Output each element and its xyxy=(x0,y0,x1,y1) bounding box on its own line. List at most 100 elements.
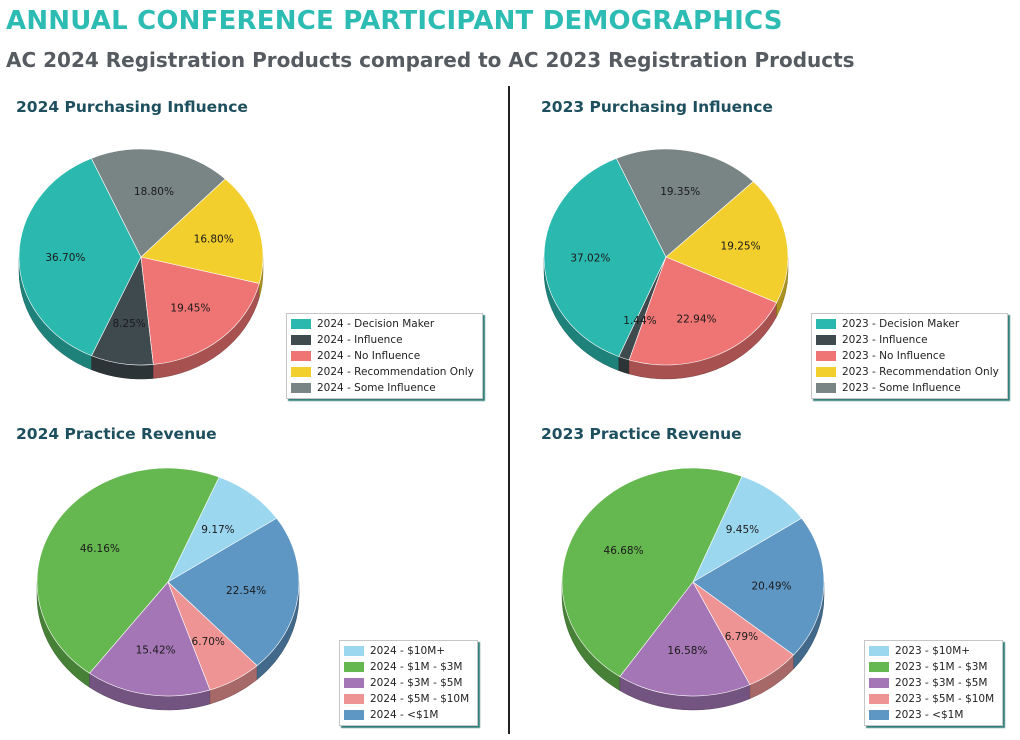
data-label-2024-no-influence: 19.45% xyxy=(170,303,210,315)
pie-chart: 37.02% 1.44% 22.94% 19.25% 19.35% xyxy=(543,148,789,380)
legend-label: 2024 - $1M - $3M xyxy=(370,661,463,673)
legend-label: 2024 - No Influence xyxy=(317,350,421,362)
legend-swatch xyxy=(869,678,889,688)
panel-divider xyxy=(508,86,510,734)
page-title: ANNUAL CONFERENCE PARTICIPANT DEMOGRAPHI… xyxy=(6,6,783,36)
legend-swatch xyxy=(816,335,836,345)
legend-swatch xyxy=(291,367,311,377)
chart-title: 2023 Purchasing Influence xyxy=(541,98,773,116)
legend-item-2023-no-influence: 2023 - No Influence xyxy=(816,348,999,364)
chart-2023-practice-revenue: 2023 Practice Revenue 9.45% 46.68% 16.58% 6… xyxy=(531,415,1020,740)
legend-swatch xyxy=(869,662,889,672)
legend-item-2024-10m: 2024 - $10M+ xyxy=(344,643,469,659)
chart-title: 2023 Practice Revenue xyxy=(541,425,742,443)
legend-label: 2023 - $3M - $5M xyxy=(895,677,988,689)
data-label-2023-influence: 1.44% xyxy=(623,315,656,327)
legend-item-2023-influence: 2023 - Influence xyxy=(816,332,999,348)
pie-slice-2023-some-influence xyxy=(616,148,754,258)
legend-label: 2024 - Recommendation Only xyxy=(317,366,474,378)
legend-label: 2024 - <$1M xyxy=(370,709,439,721)
pie-slices xyxy=(36,467,300,697)
legend-swatch xyxy=(291,335,311,345)
pie-slice-2023-3m-5m xyxy=(619,581,751,697)
legend-swatch xyxy=(869,710,889,720)
data-label-2023-decision-maker: 37.02% xyxy=(570,253,610,265)
data-label-2024-5m-10m: 6.70% xyxy=(192,636,225,648)
page-subtitle: AC 2024 Registration Products compared t… xyxy=(6,48,855,72)
legend-item-2024-1m: 2024 - <$1M xyxy=(344,707,469,723)
pie-chart: 9.45% 46.68% 16.58% 6.79% 20.49% xyxy=(561,467,825,711)
legend-label: 2023 - $5M - $10M xyxy=(895,693,995,705)
legend-label: 2023 - No Influence xyxy=(842,350,946,362)
pie-slice-2024-recommendation-only xyxy=(140,178,264,284)
legend-item-2024-some-influence: 2024 - Some Influence xyxy=(291,380,474,396)
legend-swatch xyxy=(816,319,836,329)
data-label-2023-recommendation-only: 19.25% xyxy=(721,241,761,253)
legend-label: 2024 - $5M - $10M xyxy=(370,693,470,705)
pie-slice-2024-1m xyxy=(167,517,300,666)
legend-item-2024-3m-5m: 2024 - $3M - $5M xyxy=(344,675,469,691)
pie-chart: 36.70% 8.25% 19.45% 16.80% 18.80% xyxy=(18,148,264,380)
pie-labels: 36.70% 8.25% 19.45% 16.80% 18.80% xyxy=(45,186,233,330)
data-label-2023-3m-5m: 16.58% xyxy=(667,645,707,657)
data-label-2024-recommendation-only: 16.80% xyxy=(194,233,234,245)
pie-slices xyxy=(18,148,264,366)
legend-label: 2024 - Decision Maker xyxy=(317,318,435,330)
chart-2024-purchasing-influence: 2024 Purchasing Influence 36.70% 8.25% 19.… xyxy=(6,88,506,413)
legend-swatch xyxy=(816,383,836,393)
legend-label: 2023 - Recommendation Only xyxy=(842,366,999,378)
data-label-2024-10m: 9.17% xyxy=(201,524,234,536)
legend-label: 2023 - $1M - $3M xyxy=(895,661,988,673)
data-label-2024-3m-5m: 15.42% xyxy=(136,645,176,657)
chart-legend: 2023 - Decision Maker 2023 - Influence 202… xyxy=(811,313,1008,399)
legend-swatch xyxy=(344,662,364,672)
data-label-2024-1m: 22.54% xyxy=(226,585,266,597)
legend-label: 2023 - Some Influence xyxy=(842,382,961,394)
data-label-2023-1m: 20.49% xyxy=(751,580,791,592)
data-label-2024-some-influence: 18.80% xyxy=(134,186,174,198)
legend-item-2023-1m: 2023 - <$1M xyxy=(869,707,994,723)
legend-swatch xyxy=(344,646,364,656)
legend-label: 2023 - Influence xyxy=(842,334,928,346)
legend-swatch xyxy=(344,694,364,704)
pie-depth xyxy=(543,256,789,380)
legend-item-2023-decision-maker: 2023 - Decision Maker xyxy=(816,316,999,332)
legend-label: 2024 - $10M+ xyxy=(370,645,446,657)
pie-slices xyxy=(561,467,825,697)
data-label-2023-some-influence: 19.35% xyxy=(660,186,700,198)
data-label-2023-1m-3m: 46.68% xyxy=(604,545,644,557)
legend-item-2024-recommendation-only: 2024 - Recommendation Only xyxy=(291,364,474,380)
pie-slice-2024-decision-maker xyxy=(18,158,142,357)
pie-labels: 9.17% 46.16% 15.42% 6.70% 22.54% xyxy=(80,524,266,656)
legend-item-2023-5m-10m: 2023 - $5M - $10M xyxy=(869,691,994,707)
legend-swatch xyxy=(344,710,364,720)
chart-title: 2024 Purchasing Influence xyxy=(16,98,248,116)
legend-label: 2023 - <$1M xyxy=(895,709,964,721)
chart-legend: 2024 - $10M+ 2024 - $1M - $3M 2024 - $3M -… xyxy=(339,640,479,726)
pie-slice-2024-3m-5m xyxy=(89,581,211,697)
legend-item-2024-1m-3m: 2024 - $1M - $3M xyxy=(344,659,469,675)
legend-swatch xyxy=(344,678,364,688)
legend-item-2023-1m-3m: 2023 - $1M - $3M xyxy=(869,659,994,675)
legend-item-2023-3m-5m: 2023 - $3M - $5M xyxy=(869,675,994,691)
pie-slice-2023-10m xyxy=(692,475,802,583)
pie-depth xyxy=(561,581,825,711)
chart-legend: 2023 - $10M+ 2023 - $1M - $3M 2023 - $3M -… xyxy=(864,640,1004,726)
chart-legend: 2024 - Decision Maker 2024 - Influence 202… xyxy=(286,313,483,399)
legend-label: 2023 - $10M+ xyxy=(895,645,971,657)
pie-slice-2024-some-influence xyxy=(91,148,226,258)
legend-swatch xyxy=(869,694,889,704)
legend-swatch xyxy=(816,351,836,361)
chart-2023-purchasing-influence: 2023 Purchasing Influence 37.02% 1.44% 22.… xyxy=(531,88,1020,413)
legend-item-2024-decision-maker: 2024 - Decision Maker xyxy=(291,316,474,332)
pie-slice-2023-recommendation-only xyxy=(665,181,789,303)
legend-label: 2024 - Influence xyxy=(317,334,403,346)
legend-label: 2024 - Some Influence xyxy=(317,382,436,394)
pie-labels: 37.02% 1.44% 22.94% 19.25% 19.35% xyxy=(570,186,760,327)
legend-swatch xyxy=(291,351,311,361)
pie-slice-2023-1m xyxy=(692,517,825,656)
pie-slice-2023-1m-3m xyxy=(561,467,743,677)
legend-swatch xyxy=(291,319,311,329)
chart-title: 2024 Practice Revenue xyxy=(16,425,217,443)
chart-2024-practice-revenue: 2024 Practice Revenue 9.17% 46.16% 15.42% 6… xyxy=(6,415,506,740)
